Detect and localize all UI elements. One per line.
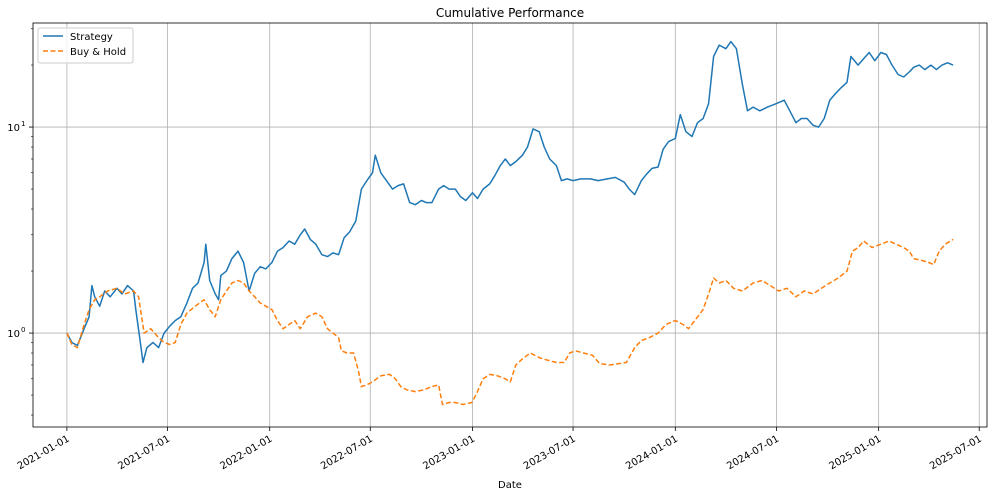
legend-label-buy-hold: Buy & Hold (70, 47, 126, 58)
x-axis-label: Date (498, 480, 522, 491)
y-tick-base: 10 (7, 329, 20, 340)
series-layer (66, 40, 954, 406)
series-line-strategy (66, 40, 954, 364)
y-tick-base: 10 (7, 123, 20, 134)
legend-label-strategy: Strategy (70, 32, 113, 43)
y-tick-label: 10 1 (7, 120, 25, 134)
plot-frame (32, 22, 988, 428)
series-line-buy-hold (66, 238, 954, 406)
y-tick-exponent: 0 (21, 326, 25, 334)
legend: Strategy Buy & Hold (37, 27, 134, 64)
grid (33, 23, 987, 427)
chart-title: Cumulative Performance (436, 6, 584, 20)
y-tick-exponent: 1 (21, 120, 25, 128)
y-tick-label: 10 0 (7, 326, 25, 340)
